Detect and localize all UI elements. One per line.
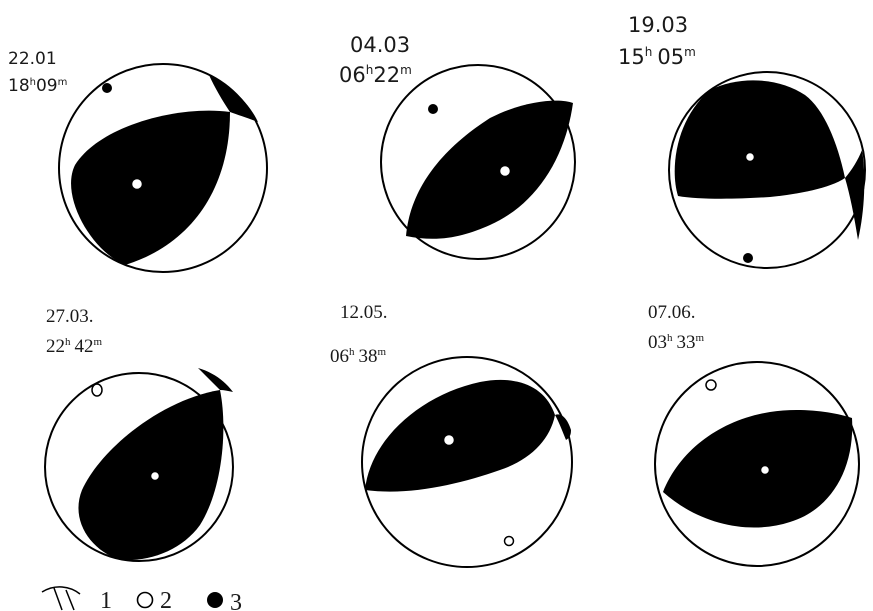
mechanism-3-p-axis-filled-circle — [743, 253, 753, 263]
mechanism-3: 19.03 15h 05m — [618, 13, 866, 269]
mechanism-3-date: 19.03 — [628, 13, 688, 37]
mechanism-6: 07.06. 03h 33m — [648, 302, 860, 567]
mechanism-2-p-axis-filled-circle — [428, 104, 438, 114]
mechanism-1: 22.01 18h09m — [8, 49, 268, 273]
mechanism-2-time: 06h22m — [339, 63, 412, 87]
mechanism-5-compression-quadrant — [365, 379, 555, 492]
mechanism-4-t-axis-open-circle — [149, 470, 161, 482]
mechanism-3-t-axis-open-circle — [744, 151, 756, 163]
mechanism-1-time: 18h09m — [8, 76, 67, 96]
legend-number-3: 3 — [230, 590, 242, 611]
mechanism-1-t-axis-open-circle — [130, 177, 144, 191]
mechanism-5-time: 06h 38m — [330, 346, 387, 367]
mechanism-1-p-axis-filled-circle — [102, 83, 112, 93]
filled-circle-icon — [207, 592, 223, 608]
mechanism-5-compression-quadrant-small — [555, 414, 571, 440]
open-circle-icon — [136, 591, 154, 609]
mechanism-5-date: 12.05. — [340, 302, 388, 323]
mechanism-3-compression-quadrant-small — [845, 150, 865, 240]
mechanism-3-compression-quadrant — [674, 80, 845, 199]
mechanism-4-date: 27.03. — [46, 306, 94, 327]
legend-number-2: 2 — [160, 588, 172, 611]
mechanism-4-compression-quadrant-small — [198, 368, 233, 392]
mechanism-1-compression-quadrant — [71, 110, 231, 265]
mechanism-6-time: 03h 33m — [648, 332, 705, 353]
mechanism-2-t-axis-open-circle — [498, 164, 512, 178]
mechanism-3-time: 15h 05m — [618, 45, 696, 69]
mechanism-6-compression-quadrant — [663, 409, 853, 528]
legend-number-1: 1 — [100, 588, 112, 611]
mechanism-4-open-circle — [91, 383, 103, 397]
mechanism-4: 27.03. 22h 42m — [44, 306, 234, 562]
mechanism-1-date: 22.01 — [8, 49, 57, 69]
mechanism-2-compression-quadrant — [406, 100, 573, 239]
mechanism-5-open-circle — [503, 535, 515, 547]
mechanism-1-compression-quadrant-small — [209, 75, 258, 122]
mechanism-5: 12.05. 06h 38m — [330, 302, 573, 568]
legend: 1 2 3 — [41, 586, 242, 611]
mechanism-4-time: 22h 42m — [46, 336, 103, 357]
nodal-planes-icon — [41, 586, 81, 611]
mechanism-2-date: 04.03 — [350, 33, 410, 57]
mechanism-6-t-axis-open-circle — [759, 464, 771, 476]
mechanism-6-date: 07.06. — [648, 302, 696, 323]
mechanism-2: 04.03 06h22m — [339, 33, 576, 260]
mechanism-6-open-circle — [705, 379, 717, 391]
mechanism-5-t-axis-open-circle — [442, 433, 456, 447]
